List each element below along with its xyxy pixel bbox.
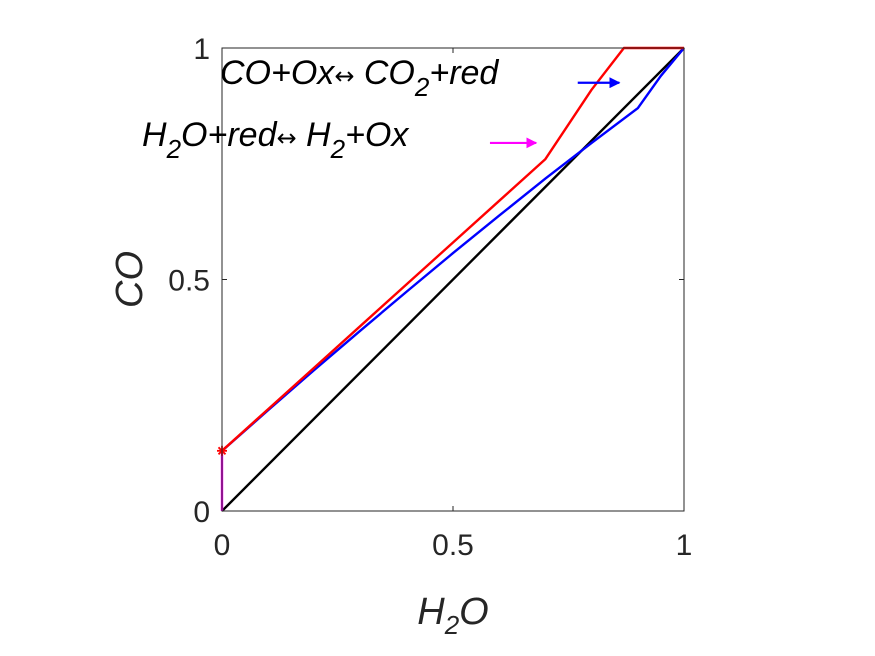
series-line-2 — [221, 47, 685, 452]
series-line-3 — [221, 46, 684, 452]
annotation-co: CO+Ox↔ CO2+red — [220, 54, 499, 102]
x-tick-label: 0.5 — [432, 529, 474, 562]
axes-layer: 0 0.5 1 0 0.5 1 H2O CO — [109, 33, 692, 640]
x-tick-label: 0 — [214, 529, 231, 562]
y-tick-label: 0.5 — [168, 265, 210, 298]
x-tick-label: 1 — [676, 529, 693, 562]
annotation-layer: CO+Ox↔ CO2+red H2O+red↔ H2+Ox — [142, 54, 621, 164]
y-tick-label: 1 — [193, 33, 210, 66]
annotation-h2o: H2O+red↔ H2+Ox — [142, 116, 409, 164]
y-axis-label: CO — [109, 251, 151, 308]
series-line-0 — [221, 47, 685, 512]
y-tick-label: 0 — [193, 496, 210, 529]
x-axis-label: H2O — [417, 591, 488, 640]
series-layer — [217, 46, 685, 512]
